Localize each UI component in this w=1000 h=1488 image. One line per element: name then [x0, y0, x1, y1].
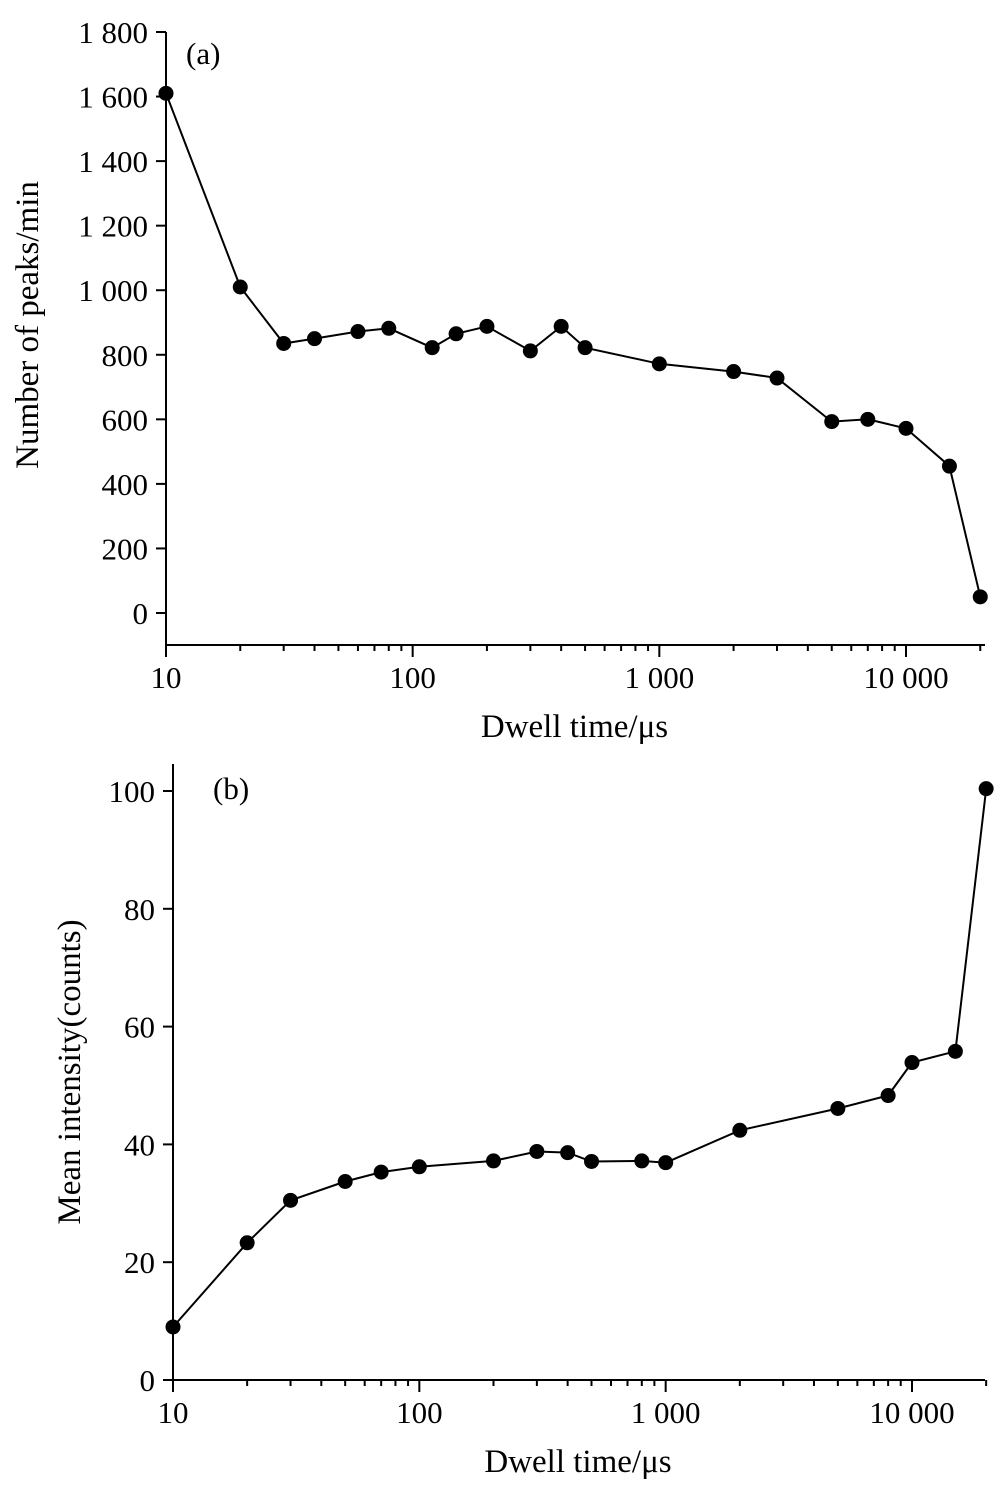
data-point-b — [978, 781, 994, 797]
y-tick-label-b: 20 — [124, 1245, 155, 1280]
data-point-b — [485, 1153, 501, 1169]
y-tick-label-a: 600 — [102, 402, 149, 437]
data-point-b — [283, 1192, 299, 1208]
y-tick-label-b: 80 — [124, 892, 155, 927]
data-point-b — [830, 1100, 846, 1116]
y-tick-label-b: 100 — [109, 774, 156, 809]
y-tick-label-a: 200 — [102, 531, 149, 566]
data-point-a — [424, 340, 440, 356]
x-tick-label-b: 100 — [396, 1395, 443, 1430]
chart-panel-a: 0 200 400 600 800 1 000 1 200 1 400 1 600 1 800 10… — [10, 15, 988, 745]
y-tick-label-b: 0 — [140, 1363, 156, 1398]
data-point-a — [577, 340, 593, 356]
y-tick-label-a: 800 — [102, 338, 149, 373]
data-point-b — [584, 1153, 600, 1169]
y-tick-label-b: 60 — [124, 1010, 155, 1045]
y-tick-label-a: 1 800 — [78, 15, 148, 50]
y-tick-label-a: 1 600 — [78, 80, 148, 115]
data-point-b — [732, 1122, 748, 1138]
y-tick-label-a: 400 — [102, 467, 149, 502]
data-point-a — [522, 343, 538, 359]
data-point-b — [411, 1159, 427, 1175]
data-point-a — [307, 331, 323, 347]
panel-label-b: (b) — [213, 771, 249, 806]
data-point-b — [337, 1174, 353, 1190]
data-point-b — [904, 1055, 920, 1071]
y-tick-label-a: 1 400 — [78, 144, 148, 179]
data-point-a — [769, 370, 785, 386]
y-axis-label-a: Number of peaks/min — [10, 181, 46, 469]
data-point-a — [479, 318, 495, 334]
data-point-a — [898, 420, 914, 436]
x-tick-label-b: 10 — [158, 1395, 189, 1430]
y-tick-label-b: 40 — [124, 1127, 155, 1162]
data-point-a — [824, 414, 840, 430]
x-tick-label-a: 1 000 — [624, 660, 694, 695]
data-point-a — [158, 85, 174, 101]
panel-label-a: (a) — [186, 36, 220, 71]
data-point-b — [634, 1153, 650, 1169]
data-point-a — [860, 411, 876, 427]
data-point-b — [239, 1235, 255, 1251]
data-point-a — [651, 356, 667, 372]
y-tick-label-a: 1 000 — [78, 273, 148, 308]
data-point-a — [726, 364, 742, 380]
data-point-b — [529, 1143, 545, 1159]
data-point-b — [658, 1155, 674, 1171]
x-axis-label-b: Dwell time/μs — [484, 1444, 671, 1480]
data-point-a — [232, 279, 248, 295]
data-point-b — [165, 1319, 181, 1335]
data-point-a — [972, 589, 988, 605]
y-axis-label-b: Mean intensity(counts) — [52, 919, 88, 1224]
y-tick-label-a: 0 — [133, 596, 149, 631]
y-tick-label-a: 1 200 — [78, 209, 148, 244]
x-tick-label-a: 10 — [151, 660, 182, 695]
data-point-a — [941, 458, 957, 474]
x-tick-label-b: 10 000 — [869, 1395, 954, 1430]
x-tick-label-a: 100 — [389, 660, 436, 695]
data-point-a — [350, 324, 366, 340]
data-point-b — [880, 1088, 896, 1104]
chart-panel-b: 0 20 40 60 80 100 10 100 1 000 10 000 Dwell time/μ… — [52, 764, 994, 1480]
data-point-b — [560, 1145, 576, 1161]
x-axis-label-a: Dwell time/μs — [481, 709, 668, 745]
x-tick-label-b: 1 000 — [631, 1395, 701, 1430]
x-tick-label-a: 10 000 — [863, 660, 948, 695]
data-point-b — [947, 1043, 963, 1059]
data-point-a — [553, 318, 569, 334]
data-point-a — [381, 320, 397, 336]
data-point-a — [448, 326, 464, 342]
data-point-a — [276, 335, 292, 351]
data-point-b — [373, 1164, 389, 1180]
series-line-b — [172, 788, 988, 1328]
